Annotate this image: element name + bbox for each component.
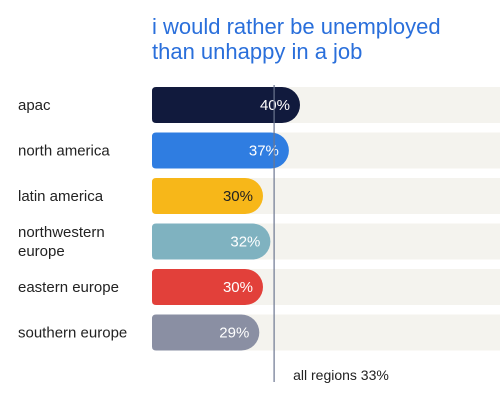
bar: [152, 269, 263, 305]
title-line-1: i would rather be unemployed: [152, 14, 441, 39]
bar: [152, 178, 263, 214]
bar-value-label: 40%: [260, 97, 290, 114]
category-label: north america: [18, 143, 110, 160]
category-label-line: north america: [18, 143, 110, 160]
bar: [152, 132, 289, 169]
bar-value-label: 30%: [223, 188, 253, 205]
category-label: northwestern europe: [18, 224, 105, 260]
category-label-line: southern europe: [18, 325, 127, 342]
bar: [152, 223, 271, 260]
chart-title: i would rather be unemployed than unhapp…: [152, 14, 492, 64]
bar-value-label: 29%: [219, 325, 249, 342]
category-label-line: northwestern: [18, 224, 105, 241]
bar: [152, 87, 300, 123]
category-label-line: europe: [18, 243, 65, 260]
category-label-line: apac: [18, 97, 51, 114]
category-label: eastern europe: [18, 279, 119, 296]
bar: [152, 314, 260, 351]
title-line-2: than unhappy in a job: [152, 39, 363, 64]
category-label-line: latin america: [18, 188, 104, 205]
category-label: latin america: [18, 188, 104, 205]
category-label: apac: [18, 97, 51, 114]
category-label-line: eastern europe: [18, 279, 119, 296]
reference-line-label: all regions 33%: [293, 367, 389, 383]
bar-value-label: 37%: [249, 143, 279, 160]
bar-value-label: 32%: [230, 234, 260, 251]
category-label: southern europe: [18, 325, 127, 342]
bar-value-label: 30%: [223, 279, 253, 296]
